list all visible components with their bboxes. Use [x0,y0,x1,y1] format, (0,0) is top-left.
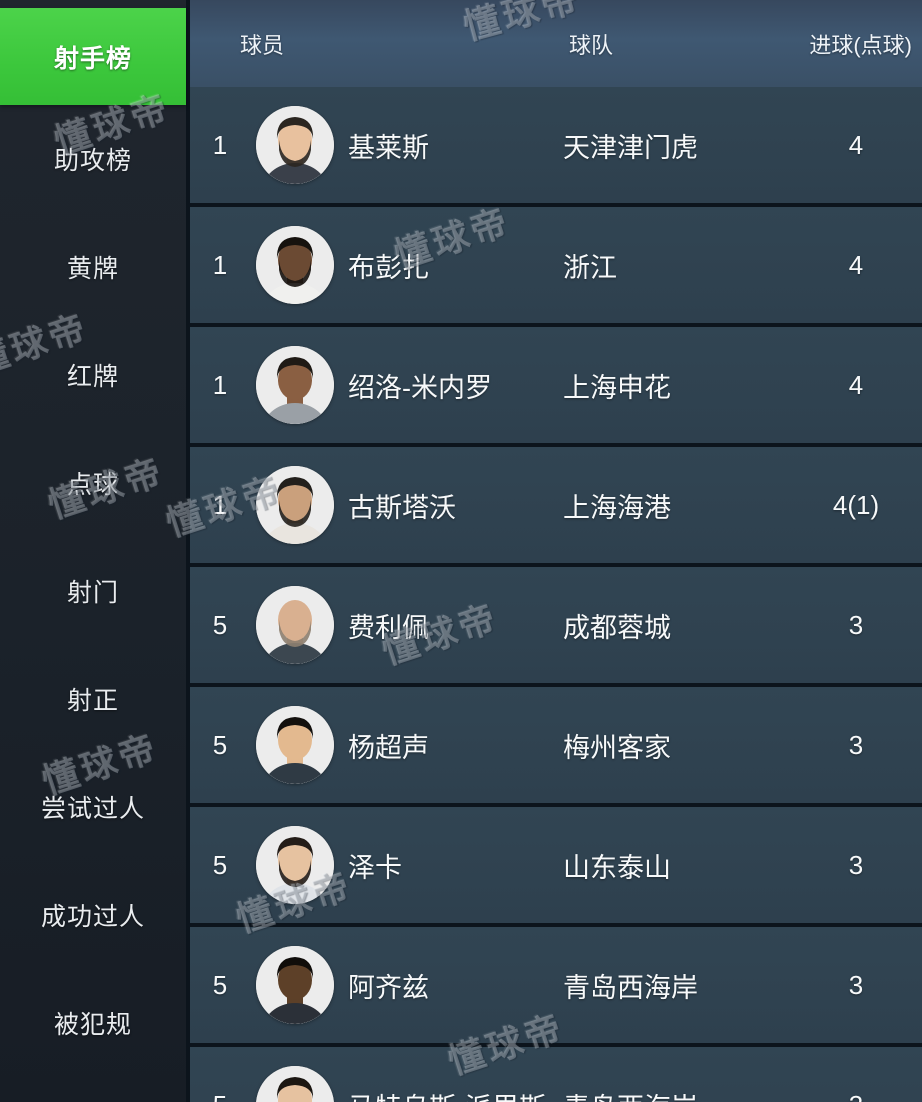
column-header-goals: 进球(点球) [809,32,912,58]
avatar-cell [250,226,340,304]
sidebar-item-5[interactable]: 射门 [0,537,186,645]
avatar-cell [250,946,340,1024]
table-row-8[interactable]: 5 马特乌斯-派里斯 青岛西海岸 3 [190,1047,922,1102]
rank-value: 1 [212,489,228,520]
rank-value: 5 [212,729,228,760]
team-name: 成都蓉城 [563,612,671,643]
table-header-row: 球员 球队 进球(点球) [190,0,922,87]
column-header-team: 球队 [569,32,614,58]
sidebar-item-label: 射门 [66,579,119,607]
player-avatar [256,1066,334,1102]
sidebar-item-0-active[interactable]: 射手榜 [0,8,186,105]
goals-value: 3 [848,849,864,880]
rank-value: 5 [212,849,228,880]
rank-value: 1 [212,249,228,280]
goals-value: 4 [848,249,864,280]
table-row-1[interactable]: 1 布彭扎 浙江 4 [190,207,922,323]
rank-value: 5 [190,1090,250,1102]
avatar-cell [250,706,340,784]
sidebar-item-label: 被犯规 [53,1011,132,1039]
player-avatar [256,826,334,904]
avatar-cell [250,346,340,424]
goals-value: 4 [848,129,864,160]
table-row-7[interactable]: 5 阿齐兹 青岛西海岸 3 [190,927,922,1043]
player-avatar [256,106,334,184]
team-name: 天津津门虎 [563,132,698,163]
sidebar-item-9[interactable]: 被犯规 [0,969,186,1077]
goals-value: 3 [848,729,864,760]
avatar-cell [250,586,340,664]
sidebar-item-label: 红牌 [66,363,119,391]
avatar-cell [250,106,340,184]
team-name: 山东泰山 [563,852,671,883]
player-avatar [256,946,334,1024]
sidebar-item-6[interactable]: 射正 [0,645,186,753]
sidebar-item-label: 黄牌 [66,255,119,283]
team-name: 上海海港 [563,492,671,523]
sidebar-item-3[interactable]: 红牌 [0,321,186,429]
leaderboard-table: 球员 球队 进球(点球) 1 基莱斯 天津津门虎 4 1 布彭扎 浙江 4 1 … [190,0,922,1102]
player-name: 费利佩 [348,612,429,643]
sidebar-item-label: 射正 [66,687,119,715]
goals-value: 4(1) [832,489,880,520]
rank-value: 5 [212,609,228,640]
goals-value: 3 [848,969,864,1000]
team-name: 上海申花 [563,372,671,403]
team-name: 青岛西海岸 [563,972,698,1003]
goals-value: 4 [848,369,864,400]
goals-value: 3 [848,609,864,640]
player-name: 阿齐兹 [348,972,429,1003]
table-row-4[interactable]: 5 费利佩 成都蓉城 3 [190,567,922,683]
avatar-cell [250,466,340,544]
player-avatar [256,466,334,544]
player-name: 马特乌斯-派里斯 [340,1086,555,1102]
sidebar-item-1[interactable]: 助攻榜 [0,105,186,213]
player-name: 布彭扎 [348,252,429,283]
table-row-2[interactable]: 1 绍洛-米内罗 上海申花 4 [190,327,922,443]
stat-category-sidebar: 射手榜 助攻榜 黄牌 红牌 点球 射门 射正 尝试过人 成功过人 被犯规 [0,0,186,1102]
avatar-cell [250,826,340,904]
avatar-cell [250,1066,340,1102]
rank-value: 1 [212,129,228,160]
table-body: 1 基莱斯 天津津门虎 4 1 布彭扎 浙江 4 1 绍洛-米内罗 上海申花 4… [190,87,922,1102]
sidebar-item-4[interactable]: 点球 [0,429,186,537]
sidebar-item-label: 成功过人 [40,903,145,931]
player-avatar [256,706,334,784]
goals-value: 3 [790,1090,922,1102]
player-name: 基莱斯 [348,132,429,163]
sidebar-item-label: 点球 [66,471,119,499]
table-row-5[interactable]: 5 杨超声 梅州客家 3 [190,687,922,803]
sidebar-item-2[interactable]: 黄牌 [0,213,186,321]
table-row-3[interactable]: 1 古斯塔沃 上海海港 4(1) [190,447,922,563]
player-name: 绍洛-米内罗 [348,372,492,403]
team-name: 青岛西海岸 [555,1086,790,1102]
sidebar-item-label: 尝试过人 [40,795,145,823]
rank-value: 1 [212,369,228,400]
player-avatar [256,226,334,304]
sidebar-item-label: 助攻榜 [53,147,132,175]
table-row-0[interactable]: 1 基莱斯 天津津门虎 4 [190,87,922,203]
player-name: 泽卡 [348,852,402,883]
player-name: 古斯塔沃 [348,492,456,523]
sidebar-item-7[interactable]: 尝试过人 [0,753,186,861]
rank-value: 5 [212,969,228,1000]
team-name: 梅州客家 [563,732,671,763]
player-avatar [256,586,334,664]
table-row-6[interactable]: 5 泽卡 山东泰山 3 [190,807,922,923]
team-name: 浙江 [563,252,617,283]
player-name: 杨超声 [348,732,429,763]
player-avatar [256,346,334,424]
sidebar-item-label: 射手榜 [53,44,132,73]
column-header-player: 球员 [240,32,285,58]
sidebar-item-8[interactable]: 成功过人 [0,861,186,969]
